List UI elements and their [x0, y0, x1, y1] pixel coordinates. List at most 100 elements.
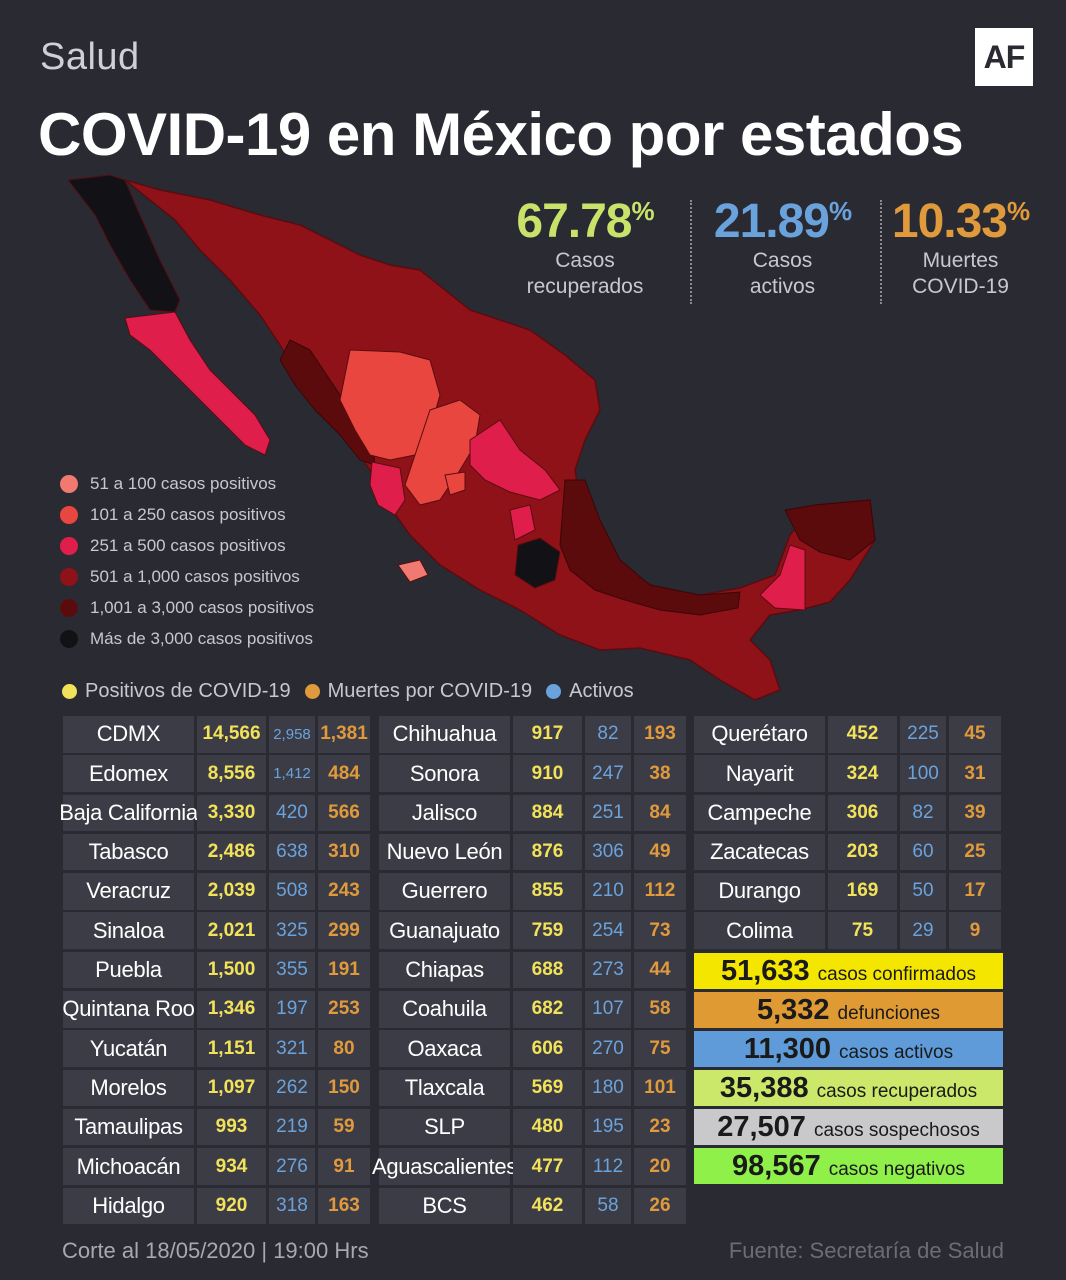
stat-divider [880, 200, 882, 304]
stat-recovered-label-2: recuperados [526, 275, 644, 298]
table-row: SLP 480 195 23 [379, 1108, 689, 1146]
stat-deaths: 10.33% Muertes COVID-19 [888, 196, 1033, 300]
table-row: Campeche 306 82 39 [694, 794, 1004, 832]
cutoff-date: Corte al 18/05/2020 | 19:00 Hrs [62, 1238, 369, 1263]
table-row: Coahuila 682 107 58 [379, 991, 689, 1028]
map-baja-california [67, 174, 181, 313]
map-legend: 51 a 100 casos positivos 101 a 250 casos… [60, 468, 314, 654]
state-name: Chihuahua [379, 716, 510, 753]
death-count: 80 [318, 1030, 370, 1067]
map-colima [397, 559, 429, 583]
positive-count: 1,346 [197, 991, 266, 1028]
table-row: Edomex 8,556 1,412 484 [63, 755, 373, 792]
table-row: Aguascalientes 477 112 20 [372, 1148, 689, 1185]
death-count: 58 [634, 991, 686, 1028]
active-count: 325 [269, 912, 315, 949]
stat-recovered-pct: 67.78% [516, 195, 654, 248]
total-deaths: 5,332 defunciones [694, 992, 1003, 1028]
death-count: 26 [634, 1187, 686, 1225]
positive-count: 759 [513, 912, 582, 949]
positive-count: 14,566 [197, 716, 266, 753]
state-name: CDMX [63, 716, 194, 753]
death-count: 20 [634, 1148, 686, 1185]
map-veracruz-tabasco [559, 479, 741, 616]
positive-count: 569 [513, 1069, 582, 1107]
active-count: 210 [585, 873, 631, 910]
active-count: 638 [269, 833, 315, 871]
table-row: Chiapas 688 273 44 [379, 951, 689, 989]
death-count: 49 [634, 833, 686, 871]
key-item-deaths: Muertes por COVID-19 [304, 680, 532, 703]
legend-dot [60, 536, 78, 555]
state-name: Baja California [59, 794, 198, 832]
active-count: 58 [585, 1187, 631, 1225]
active-count: 2,958 [269, 716, 315, 753]
table-row: Sinaloa 2,021 325 299 [63, 912, 373, 949]
active-count: 276 [269, 1148, 315, 1185]
page-title: COVID-19 en México por estados [38, 101, 964, 168]
key-item-positive: Positivos de COVID-19 [62, 680, 291, 703]
state-name: Colima [694, 912, 825, 949]
table-row: Colima 75 29 9 [694, 912, 1004, 949]
state-name: Nayarit [694, 755, 825, 792]
state-name: Chiapas [379, 951, 510, 989]
active-count: 50 [900, 873, 946, 910]
positive-count: 75 [828, 912, 897, 949]
active-count: 60 [900, 833, 946, 871]
death-count: 191 [318, 951, 370, 989]
positive-count: 306 [828, 794, 897, 832]
positive-count: 884 [513, 794, 582, 832]
table-row: Durango 169 50 17 [694, 873, 1004, 910]
death-count: 44 [634, 951, 686, 989]
positive-count: 920 [197, 1187, 266, 1225]
table-row: Baja California 3,330 420 566 [59, 794, 373, 832]
total-recovered: 35,388 casos recuperados [694, 1070, 1003, 1106]
table-row: Querétaro 452 225 45 [694, 716, 1004, 753]
active-count: 219 [269, 1108, 315, 1146]
positive-count: 324 [828, 755, 897, 792]
table-row: Morelos 1,097 262 150 [63, 1069, 373, 1107]
active-count: 180 [585, 1069, 631, 1107]
positive-count: 8,556 [197, 755, 266, 792]
death-count: 75 [634, 1030, 686, 1067]
table-row: Sonora 910 247 38 [379, 755, 689, 792]
key-dot [304, 684, 320, 699]
state-name: Durango [694, 873, 825, 910]
table-row: Oaxaca 606 270 75 [379, 1030, 689, 1067]
stat-active: 21.89% Casos activos [700, 196, 865, 300]
state-name: Tlaxcala [379, 1069, 510, 1107]
positive-count: 606 [513, 1030, 582, 1067]
source-credit: Fuente: Secretaría de Salud [728, 1238, 1004, 1263]
positive-count: 2,486 [197, 833, 266, 871]
map-nayarit [369, 461, 406, 516]
active-count: 273 [585, 951, 631, 989]
positive-count: 876 [513, 833, 582, 871]
positive-count: 462 [513, 1187, 582, 1225]
positive-count: 934 [197, 1148, 266, 1185]
state-name: Sonora [379, 755, 510, 792]
active-count: 195 [585, 1108, 631, 1146]
table-row: Puebla 1,500 355 191 [63, 951, 373, 989]
mexico-map [67, 174, 876, 701]
state-name: SLP [379, 1108, 510, 1146]
table-row: Hidalgo 920 318 163 [63, 1187, 373, 1225]
state-name: Michoacán [63, 1148, 194, 1185]
map-yucatan [784, 499, 876, 561]
active-count: 318 [269, 1187, 315, 1225]
state-name: Sinaloa [63, 912, 194, 949]
positive-count: 169 [828, 873, 897, 910]
state-name: Morelos [63, 1069, 194, 1107]
state-table-col-1: CDMX 14,566 2,958 1,381 Edomex 8,556 1,412 484 B… [59, 716, 373, 1227]
state-name: Quintana Roo [62, 991, 195, 1028]
map-slp [469, 419, 561, 501]
state-name: Campeche [694, 794, 825, 832]
death-count: 193 [634, 716, 686, 753]
table-row: Yucatán 1,151 321 80 [63, 1030, 373, 1067]
active-count: 82 [585, 716, 631, 753]
section-label: Salud [40, 36, 140, 78]
legend-item: 251 a 500 casos positivos [60, 530, 314, 561]
death-count: 243 [318, 873, 370, 910]
death-count: 23 [634, 1108, 686, 1146]
positive-count: 1,500 [197, 951, 266, 989]
table-row: Chihuahua 917 82 193 [379, 716, 689, 753]
